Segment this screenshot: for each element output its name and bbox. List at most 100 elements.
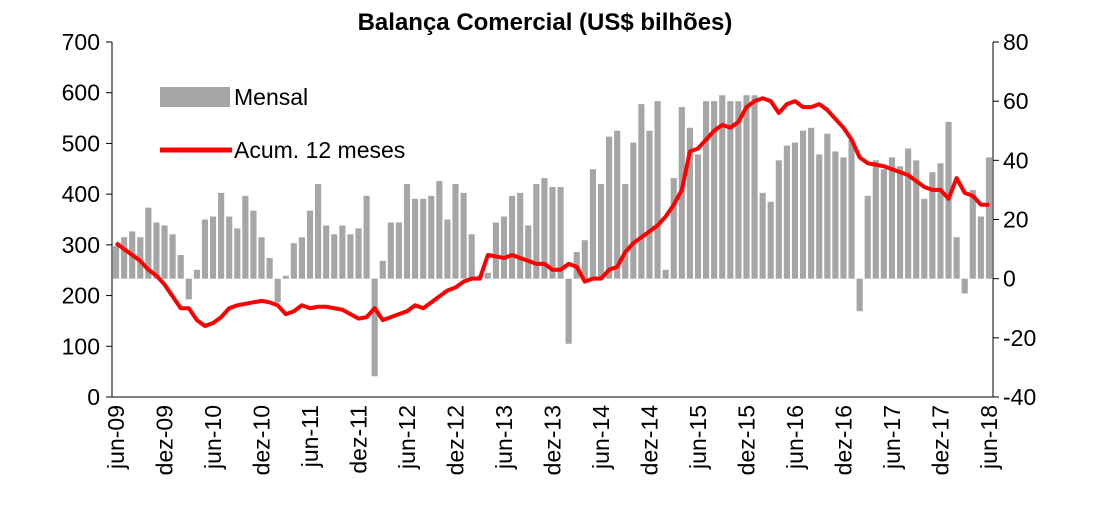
bar	[363, 195, 370, 279]
bar	[137, 237, 144, 279]
bar	[977, 216, 984, 279]
bar	[961, 278, 968, 294]
bar	[298, 237, 306, 279]
bar	[896, 166, 904, 279]
bar	[799, 130, 807, 279]
x-tick-label: dez-10	[249, 405, 275, 475]
bar	[444, 219, 451, 279]
bar	[153, 222, 160, 279]
y2-tick-label: 20	[1003, 207, 1029, 233]
x-tick-label: jun-14	[588, 405, 614, 470]
y2-tick-label: -40	[1003, 384, 1036, 410]
y-tick-label: 0	[87, 384, 100, 410]
y2-tick-label: 80	[1003, 29, 1029, 55]
bar	[201, 219, 209, 279]
bar	[832, 151, 839, 279]
x-tick-label: jun-16	[782, 405, 808, 470]
bar	[234, 228, 241, 279]
bar	[282, 275, 289, 279]
y-tick-label: 200	[62, 283, 100, 309]
bar	[662, 269, 669, 279]
bar	[622, 184, 629, 279]
bar	[905, 148, 912, 279]
bar	[581, 240, 588, 279]
bar	[702, 101, 710, 279]
bar	[347, 234, 354, 279]
y2-tick-label: 60	[1003, 88, 1029, 114]
bar	[735, 101, 742, 279]
x-tick-label: jun-11	[297, 405, 323, 468]
bar	[791, 142, 799, 279]
bar	[694, 154, 702, 279]
bar	[670, 178, 677, 279]
bar	[630, 142, 637, 279]
bar	[816, 154, 823, 279]
x-tick-label: dez-12	[443, 405, 469, 475]
bar	[727, 101, 734, 279]
bar	[121, 237, 128, 279]
x-tick-label: dez-13	[540, 405, 566, 475]
x-tick-label: jun-15	[685, 405, 711, 470]
x-tick-label: jun-18	[976, 405, 1002, 470]
bar	[290, 243, 297, 279]
bar	[654, 101, 661, 279]
bar	[274, 278, 281, 303]
bar	[541, 178, 548, 279]
bar	[646, 130, 653, 279]
bar	[606, 136, 613, 279]
x-tick-label: dez-14	[636, 405, 662, 476]
bar	[872, 160, 879, 279]
bar	[169, 234, 176, 279]
bar	[209, 216, 217, 279]
line	[114, 96, 989, 328]
bar	[185, 278, 192, 300]
bar	[719, 95, 726, 279]
x-tick-label: jun-12	[394, 405, 420, 470]
y-tick-label: 600	[62, 80, 100, 106]
bar	[428, 195, 435, 279]
bar	[112, 246, 120, 279]
bar	[242, 195, 249, 279]
y-tick-label: 300	[62, 232, 100, 258]
y2-tick-label: 0	[1003, 266, 1016, 292]
bar	[331, 234, 338, 279]
bar	[549, 186, 556, 279]
bar	[323, 225, 330, 279]
bar	[880, 169, 887, 279]
bar	[145, 207, 152, 279]
bar	[193, 269, 200, 279]
bar	[403, 184, 411, 279]
bar	[638, 104, 645, 279]
bar	[436, 181, 443, 279]
bar	[509, 195, 516, 279]
legend-label: Mensal	[234, 84, 308, 110]
bar	[387, 222, 394, 279]
bar	[711, 101, 718, 279]
bar	[767, 201, 774, 279]
bar	[452, 184, 459, 279]
bar	[460, 192, 467, 279]
bar	[743, 95, 750, 279]
bar	[840, 157, 847, 279]
y2-tick-label: 40	[1003, 147, 1029, 173]
bar	[953, 237, 960, 279]
bar	[589, 169, 596, 279]
x-tick-label: jun-17	[879, 405, 905, 470]
bar	[525, 225, 532, 279]
y-tick-label: 700	[62, 29, 100, 55]
bar	[412, 198, 419, 279]
bar	[985, 157, 993, 279]
legend-label: Acum. 12 meses	[234, 137, 405, 163]
x-tick-label: dez-16	[830, 405, 856, 475]
x-tick-label: dez-11	[346, 405, 372, 474]
y-tick-label: 400	[62, 181, 100, 207]
bar	[500, 216, 508, 279]
bar	[315, 184, 322, 279]
bar	[177, 255, 184, 279]
y2-tick-label: -20	[1003, 325, 1036, 351]
bar	[161, 225, 168, 279]
bar	[856, 278, 863, 312]
bar	[484, 272, 491, 279]
bar	[759, 192, 766, 279]
bar	[533, 184, 540, 279]
